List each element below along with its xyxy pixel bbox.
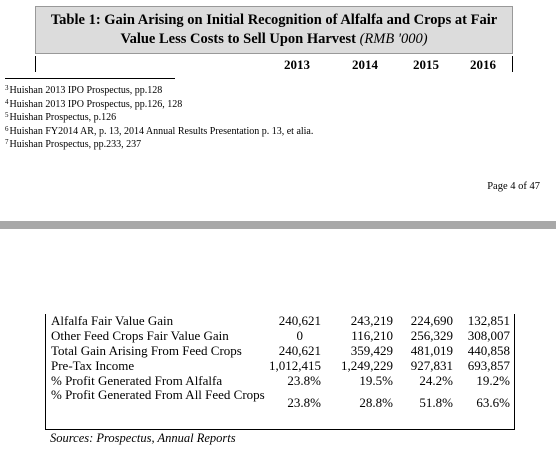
table-border-right xyxy=(512,56,513,72)
table-row: Other Feed Crops Fair Value Gain 0 116,2… xyxy=(51,328,510,343)
data-table: Alfalfa Fair Value Gain 240,621 243,219 … xyxy=(45,313,515,418)
footnote: 7Huishan Prospectus, pp.233, 237 xyxy=(5,138,142,151)
sources-note: Sources: Prospectus, Annual Reports xyxy=(50,431,236,445)
year-header: 2013 xyxy=(284,57,310,72)
footnote: 6Huishan FY2014 AR, p. 13, 2014 Annual R… xyxy=(5,124,314,137)
table-row: % Profit Generated From All Feed Crops 2… xyxy=(51,387,510,410)
footnote-separator xyxy=(5,78,175,79)
footnote: 5Huishan Prospectus, p.126 xyxy=(5,111,117,124)
table-title: Table 1: Gain Arising on Initial Recogni… xyxy=(35,6,513,54)
table-title-text: Value Less Costs to Sell Upon Harvest xyxy=(120,31,356,47)
table-border-left xyxy=(35,56,36,72)
page-number: Page 4 of 47 xyxy=(487,181,540,192)
year-header: 2016 xyxy=(470,57,496,72)
table-row: Alfalfa Fair Value Gain 240,621 243,219 … xyxy=(51,313,510,328)
footnote: 3Huishan 2013 IPO Prospectus, pp.128 xyxy=(5,84,163,96)
table-title-line2: Value Less Costs to Sell Upon Harvest (R… xyxy=(36,30,512,49)
year-header: 2015 xyxy=(413,57,439,72)
table-title-unit: (RMB '000) xyxy=(359,31,428,47)
footnote: 4Huishan 2013 IPO Prospectus, pp.126, 12… xyxy=(5,97,183,110)
table-title-line1: Table 1: Gain Arising on Initial Recogni… xyxy=(50,12,498,28)
table-border-right xyxy=(514,314,515,429)
table-row: Total Gain Arising From Feed Crops 240,6… xyxy=(51,343,510,358)
table-border-bottom xyxy=(45,429,515,430)
page-break xyxy=(0,221,556,229)
table-border-left xyxy=(45,314,46,429)
table-row: % Profit Generated From Alfalfa 23.8% 19… xyxy=(51,373,510,388)
footnotes: 3Huishan 2013 IPO Prospectus, pp.128 4Hu… xyxy=(5,83,313,151)
table-row: Pre-Tax Income 1,012,415 1,249,229 927,8… xyxy=(51,358,510,373)
year-header: 2014 xyxy=(352,57,378,72)
